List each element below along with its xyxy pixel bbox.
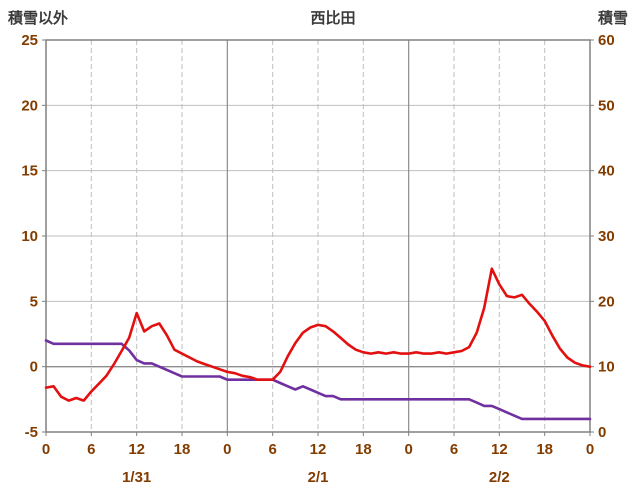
right-axis-tick-label: 20 (598, 293, 615, 310)
left-axis-title: 積雪以外 (8, 9, 69, 27)
right-axis-tick-label: 60 (598, 32, 615, 49)
x-axis-hour-label: 6 (87, 441, 95, 458)
x-axis-hour-label: 6 (450, 441, 458, 458)
x-axis-hour-label: 18 (355, 441, 372, 458)
right-axis-tick-label: 30 (598, 228, 615, 245)
x-axis-date-label: 2/1 (308, 469, 329, 486)
x-axis-hour-label: 0 (586, 441, 594, 458)
x-axis-hour-label: 12 (128, 441, 145, 458)
right-axis-tick-label: 50 (598, 97, 615, 114)
x-axis-hour-label: 12 (310, 441, 327, 458)
left-axis-tick-label: 20 (21, 97, 38, 114)
right-axis-title: 積雪 (597, 9, 628, 27)
x-axis-hour-label: 6 (268, 441, 276, 458)
x-axis-hour-label: 0 (223, 441, 231, 458)
plot-border (45, 39, 591, 433)
chart-header: 積雪以外 西比田 積雪 (0, 4, 636, 30)
x-axis-hour-label: 12 (491, 441, 508, 458)
left-axis-tick-label: 15 (21, 163, 38, 180)
right-axis-tick-label: 40 (598, 163, 615, 180)
left-axis-tick-label: 5 (30, 293, 38, 310)
right-axis-tick-label: 10 (598, 359, 615, 376)
x-axis-hour-label: 0 (404, 441, 412, 458)
x-axis-hour-label: 18 (174, 441, 191, 458)
right-axis-tick-label: 0 (598, 424, 606, 441)
x-axis-date-label: 1/31 (122, 469, 151, 486)
x-axis-hour-label: 18 (536, 441, 553, 458)
x-axis-hour-label: 0 (42, 441, 50, 458)
left-axis-tick-label: -5 (25, 424, 38, 441)
left-axis-tick-label: 25 (21, 32, 38, 49)
series-red-line (44, 267, 592, 402)
left-axis-tick-label: 10 (21, 228, 38, 245)
left-axis-tick-label: 0 (30, 359, 38, 376)
series-purple-line (44, 339, 592, 421)
x-axis-date-label: 2/2 (489, 469, 510, 486)
chart-title: 西比田 (310, 9, 356, 27)
